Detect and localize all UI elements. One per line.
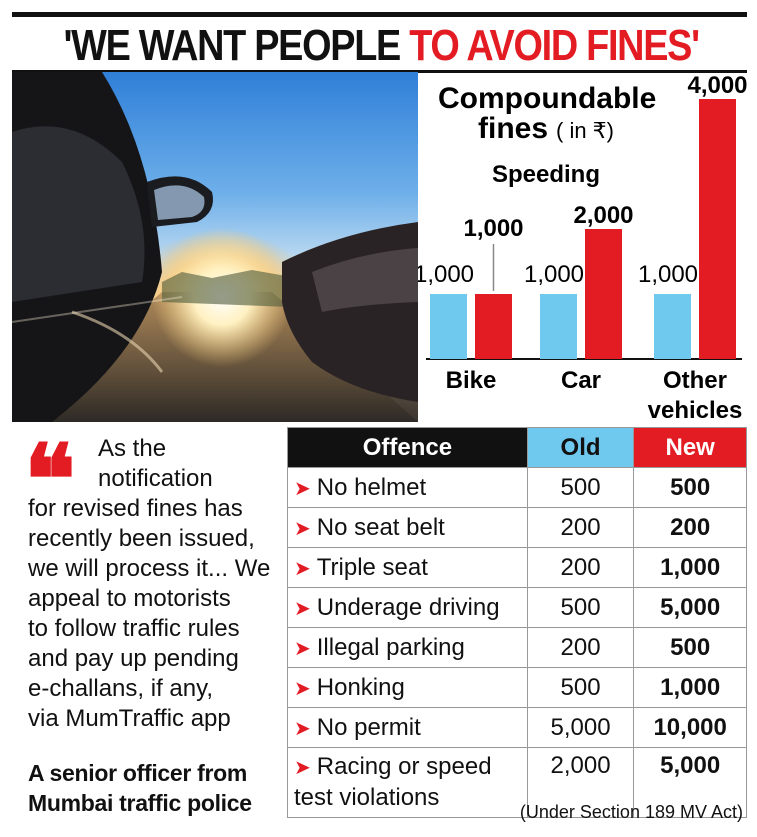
offence-label: No seat belt — [316, 513, 445, 541]
offence-cell: ➤ Honking — [287, 667, 528, 708]
header-new: New — [633, 427, 747, 468]
new-fine-cell: 500 — [633, 467, 747, 508]
new-fine-cell: 1,000 — [633, 547, 747, 588]
bar-new-1 — [585, 229, 622, 359]
quote-line: e-challans, if any, — [28, 675, 213, 702]
quote-line: and pay up pending — [28, 645, 239, 672]
arrow-icon: ➤ — [294, 717, 311, 740]
new-fine-cell: 200 — [633, 507, 747, 548]
quote-line: via MumTraffic app — [28, 705, 231, 732]
offence-cell: ➤ Illegal parking — [287, 627, 528, 668]
new-fine-cell: 500 — [633, 627, 747, 668]
car-photo — [12, 72, 418, 422]
chart-title: Compoundable — [438, 82, 656, 115]
old-fine-cell: 5,000 — [526, 707, 635, 748]
offence-label: Illegal parking — [316, 633, 465, 661]
old-fine-cell: 200 — [526, 547, 635, 588]
value-label-1-1: 2,000 — [573, 202, 633, 229]
offence-label: Honking — [316, 673, 405, 701]
value-label-1-0: 1,000 — [463, 215, 523, 242]
old-fine-cell: 500 — [526, 587, 635, 628]
table-row: ➤ Racing or speed test violations 2,000 5,00… — [287, 747, 747, 818]
quote-line: for revised fines has — [28, 495, 243, 522]
table-row: ➤ No permit 5,000 10,000 — [287, 707, 747, 748]
table-note: (Under Section 189 MV Act) — [519, 802, 743, 822]
offence-cell: ➤ No helmet — [287, 467, 528, 508]
new-fine-cell: 5,000 — [633, 587, 747, 628]
quote-block: ❝ As the notification for revised fines ha… — [12, 430, 284, 830]
old-fine-cell: 200 — [526, 507, 635, 548]
headline-red: TO AVOID FINES' — [409, 21, 700, 70]
top-rule — [12, 12, 747, 17]
table-row: ➤ Underage driving 500 5,000 — [287, 587, 747, 628]
bar-old-1 — [540, 294, 577, 359]
offence-label-continued: test violations — [294, 784, 440, 811]
value-label-1-2: 4,000 — [687, 72, 747, 99]
offence-label: No helmet — [316, 473, 427, 501]
quote-line: to follow traffic rules — [28, 615, 240, 642]
bar-new-0 — [475, 294, 512, 359]
table-row: ➤ No seat belt 200 200 — [287, 507, 747, 548]
old-fine-cell: 200 — [526, 627, 635, 668]
fines-table: Offence Old New ➤ No helmet 500 500 ➤ No seat… — [287, 427, 747, 818]
offence-cell: ➤ Triple seat — [287, 547, 528, 588]
bar-new-2 — [699, 99, 736, 359]
quote-line: appeal to motorists — [28, 585, 231, 612]
offence-cell: ➤ Underage driving — [287, 587, 528, 628]
offence-cell: ➤ Racing or speed test violations — [287, 747, 528, 818]
offence-label: Underage driving — [316, 593, 500, 621]
category-label-2-1: vehicles — [648, 397, 743, 422]
header-old: Old — [526, 427, 635, 468]
offence-cell: ➤ No permit — [287, 707, 528, 748]
attribution-line: Mumbai traffic police — [28, 790, 252, 816]
chart-title-unit: ( in ₹) — [556, 118, 614, 143]
headline-black: 'WE WANT PEOPLE — [63, 21, 410, 70]
header-offence: Offence — [287, 427, 528, 468]
chart-subtitle: Speeding — [492, 161, 600, 188]
quote-line: As the — [98, 435, 167, 462]
attribution-line: A senior officer from — [28, 760, 248, 786]
bar-old-2 — [654, 294, 691, 359]
new-fine-cell: 1,000 — [633, 667, 747, 708]
fines-table-panel: Offence Old New ➤ No helmet 500 500 ➤ No seat… — [287, 427, 747, 827]
arrow-icon: ➤ — [294, 597, 311, 620]
arrow-icon: ➤ — [294, 637, 311, 660]
table-header-row: Offence Old New — [287, 427, 747, 468]
car-illustration — [12, 72, 418, 422]
offence-label: Triple seat — [316, 553, 428, 581]
category-label-1-0: Car — [561, 367, 601, 394]
headline: 'WE WANT PEOPLE TO AVOID FINES' — [63, 20, 700, 72]
value-label-0-0: 1,000 — [418, 261, 474, 288]
offence-cell: ➤ No seat belt — [287, 507, 528, 548]
arrow-icon: ➤ — [294, 557, 311, 580]
arrow-icon: ➤ — [294, 477, 311, 500]
bar-old-0 — [430, 294, 467, 359]
table-row: ➤ Honking 500 1,000 — [287, 667, 747, 708]
quote-line: notification — [98, 465, 213, 492]
quote-line: we will process it... We — [28, 555, 271, 582]
offence-label: No permit — [316, 713, 421, 741]
chart-title-line2: fines — [478, 112, 548, 145]
arrow-icon: ➤ — [294, 677, 311, 700]
headline-rule — [12, 70, 747, 73]
new-fine-cell: 5,000 — [633, 747, 747, 818]
old-fine-cell: 500 — [526, 467, 635, 508]
arrow-icon: ➤ — [294, 757, 311, 779]
quote-icon: ❝ — [24, 423, 76, 536]
category-label-2-0: Other — [663, 367, 727, 394]
new-fine-cell: 10,000 — [633, 707, 747, 748]
table-row: ➤ No helmet 500 500 — [287, 467, 747, 508]
table-row: ➤ Illegal parking 200 500 — [287, 627, 747, 668]
value-label-0-1: 1,000 — [524, 261, 584, 288]
value-label-0-2: 1,000 — [638, 261, 698, 288]
old-fine-cell: 500 — [526, 667, 635, 708]
offence-label: Racing or speed — [316, 753, 492, 780]
fines-chart: Compoundable fines( in ₹) Speeding 1,000 1,0… — [414, 72, 748, 424]
quote-line: recently been issued, — [28, 525, 255, 552]
table-row: ➤ Triple seat 200 1,000 — [287, 547, 747, 588]
old-fine-cell: 2,000 — [526, 747, 635, 818]
category-label-0-0: Bike — [446, 367, 497, 394]
arrow-icon: ➤ — [294, 517, 311, 540]
